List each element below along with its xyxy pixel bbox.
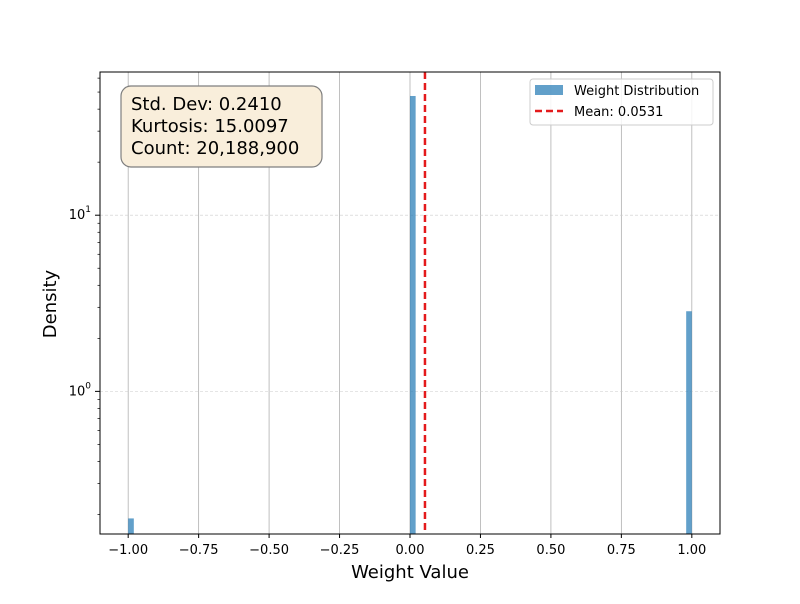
x-tick-label: −0.50 xyxy=(249,543,289,558)
histogram-bar xyxy=(410,95,416,535)
x-axis-label: Weight Value xyxy=(351,562,469,583)
x-tick-label: 0.00 xyxy=(396,543,425,558)
stats-kurtosis: Kurtosis: 15.0097 xyxy=(131,116,289,137)
x-tick-label: 0.25 xyxy=(466,543,495,558)
x-tick-label: −0.25 xyxy=(320,543,360,558)
histogram-bar xyxy=(128,518,134,534)
legend-frame xyxy=(529,78,714,126)
legend-swatch-weight-distribution xyxy=(535,85,563,95)
legend-label-mean: Mean: 0.0531 xyxy=(574,105,663,120)
stats-box: Std. Dev: 0.2410 Kurtosis: 15.0097 Count… xyxy=(120,85,323,168)
stats-box-background xyxy=(120,85,323,168)
x-tick-label: 1.00 xyxy=(677,543,706,558)
legend-label-weight-distribution: Weight Distribution xyxy=(574,84,699,99)
x-tick-label: 0.50 xyxy=(536,543,565,558)
x-ticks: −1.00 −0.75 −0.50 −0.25 0.00 0.25 0.50 0.75 1.00 xyxy=(108,534,706,558)
x-tick-label: 0.75 xyxy=(607,543,636,558)
bars-layer xyxy=(128,95,692,535)
histogram-bar xyxy=(686,311,692,534)
stats-std-dev: Std. Dev: 0.2410 xyxy=(131,94,282,115)
x-tick-label: −1.00 xyxy=(108,543,148,558)
stats-count: Count: 20,188,900 xyxy=(131,138,299,159)
x-tick-label: −0.75 xyxy=(179,543,219,558)
y-axis-label: Density xyxy=(40,269,61,338)
legend: Weight Distribution Mean: 0.0531 xyxy=(529,78,714,126)
